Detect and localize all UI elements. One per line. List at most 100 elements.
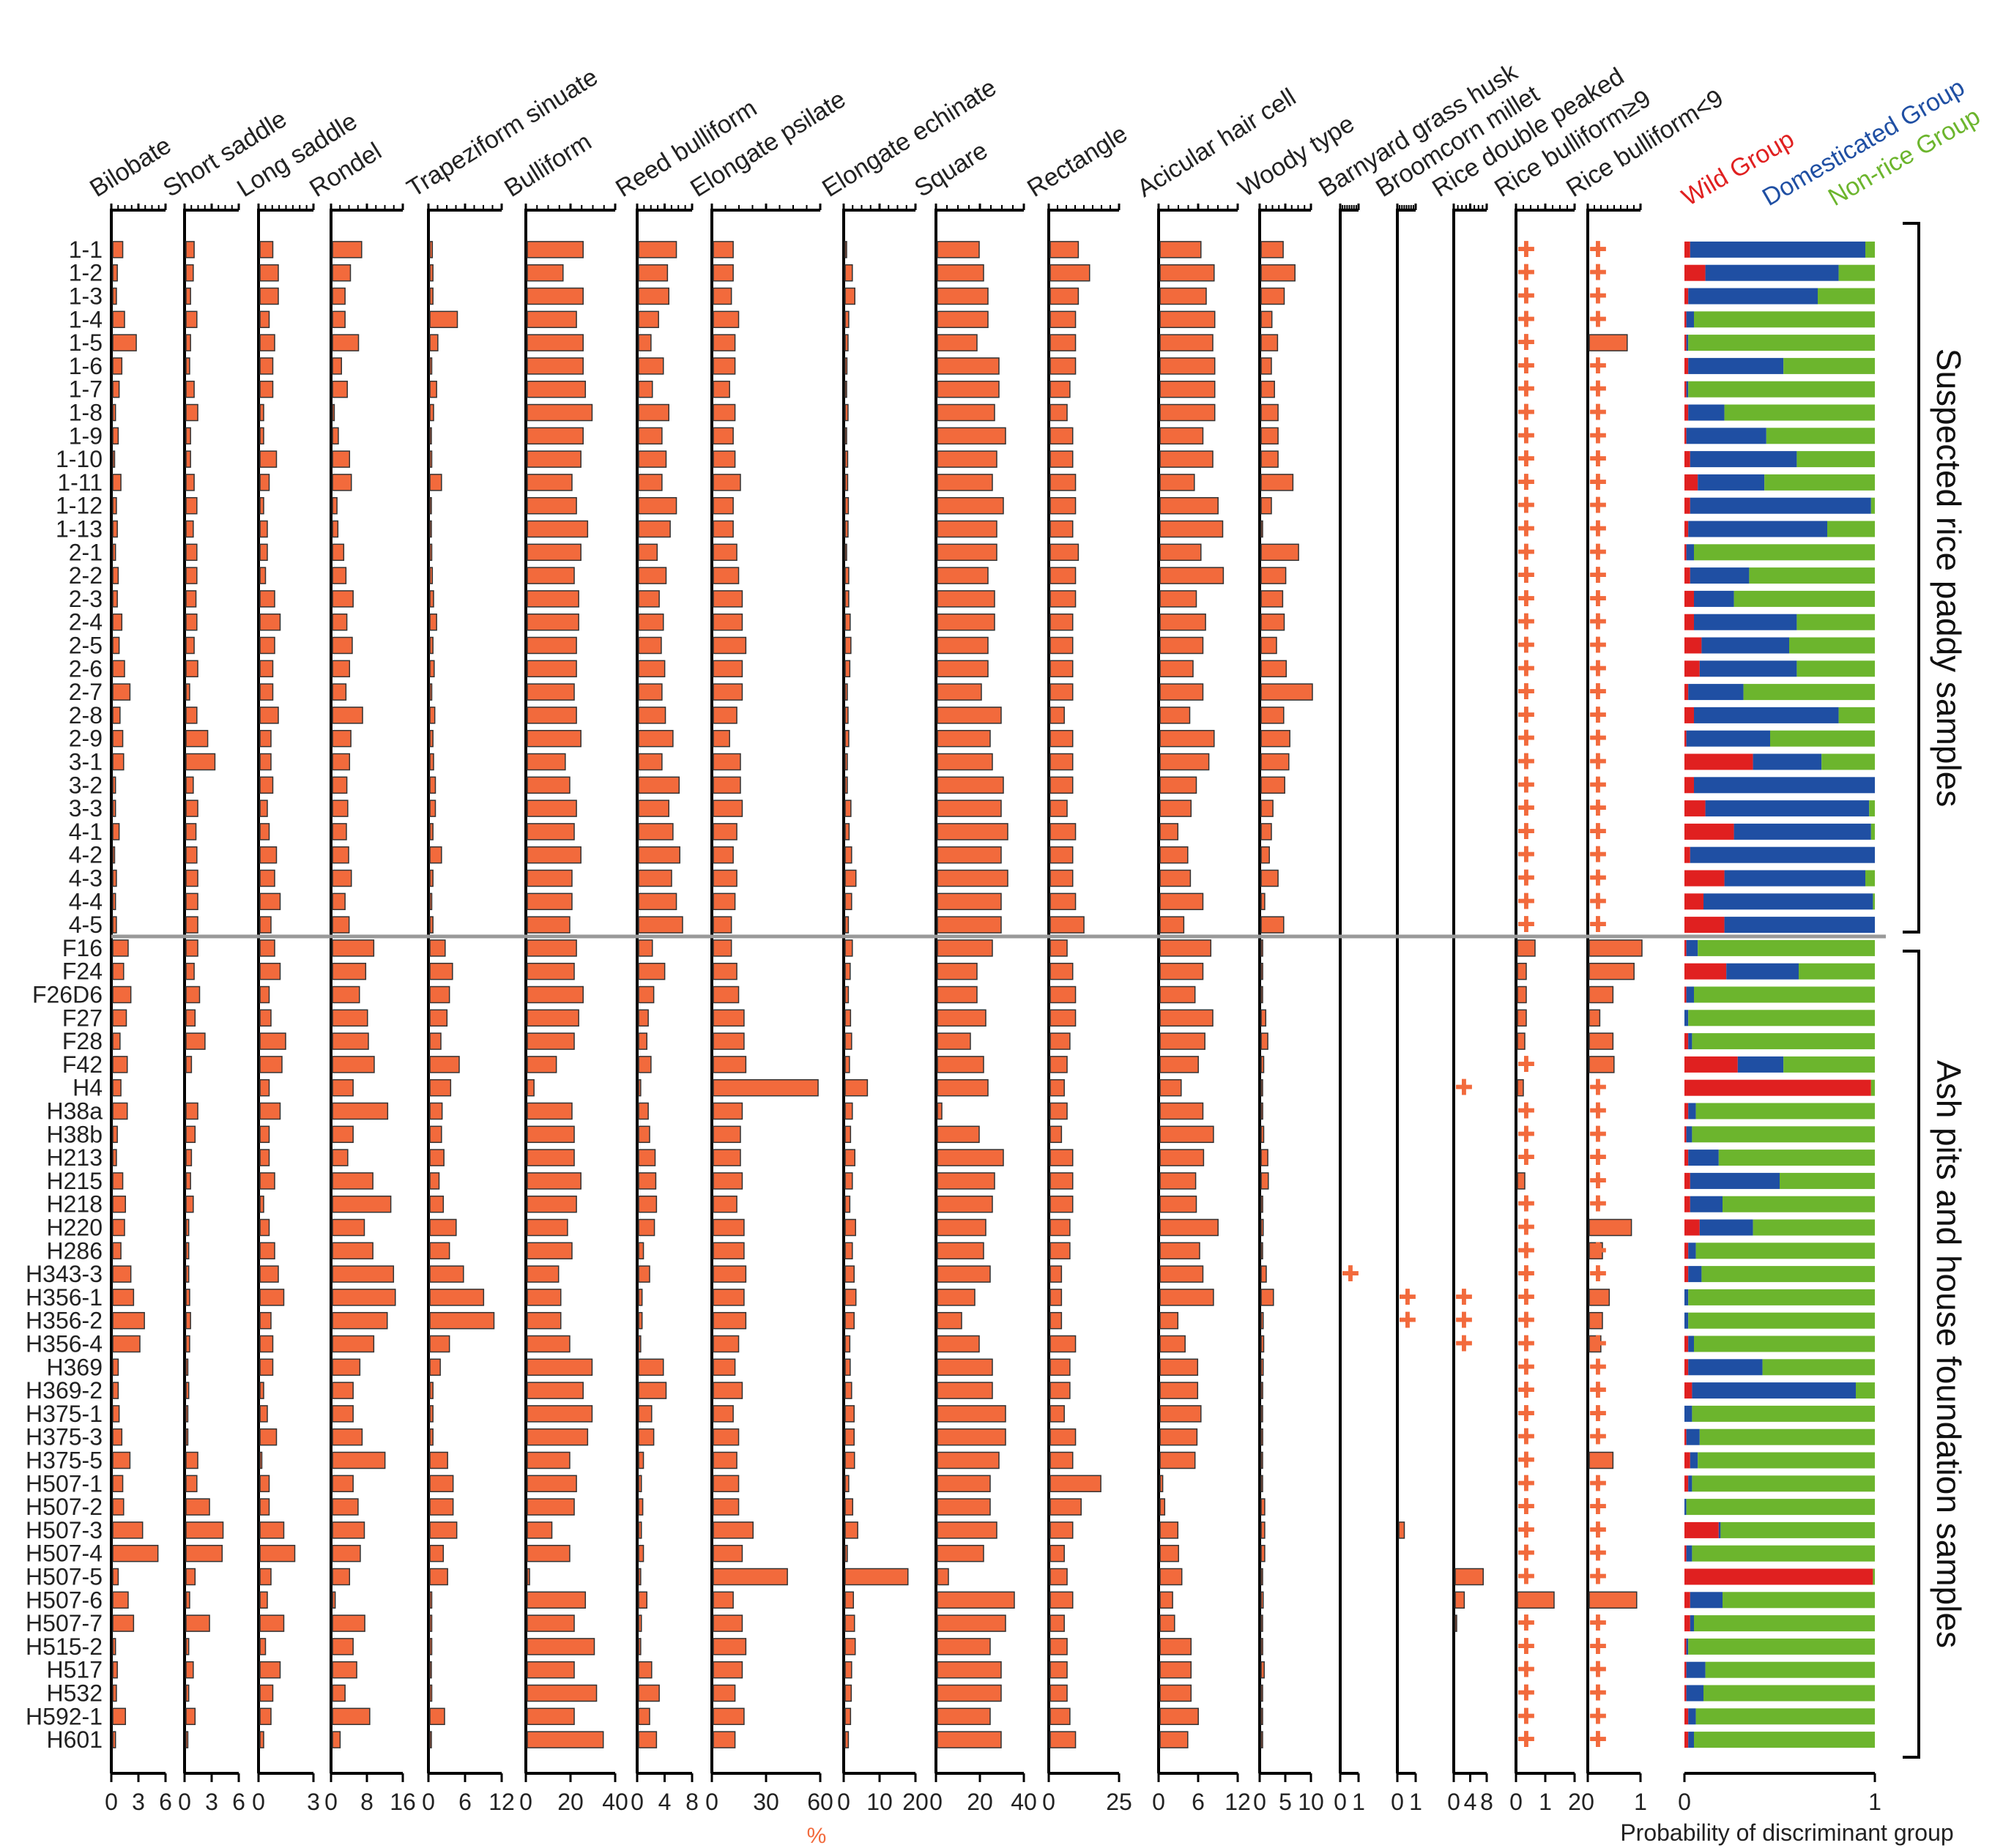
bar-acicular-hair-cell (1159, 403, 1216, 422)
bar-short-saddle (185, 1009, 196, 1027)
prob-segment-non-rice-group (1688, 335, 1875, 351)
panel-rectangle: 0 25 Rectangle (1022, 119, 1132, 1815)
bar-woody-type (1260, 1451, 1263, 1469)
bar-long-saddle (259, 846, 278, 864)
bar-rondel (332, 590, 354, 608)
bar-acicular-hair-cell (1159, 869, 1192, 887)
tick-label: 6 (232, 1789, 245, 1815)
bar-elongate-echinate (844, 1451, 855, 1469)
tick-label: 5 (1279, 1789, 1292, 1815)
bar-woody-type (1260, 427, 1279, 445)
tick-label: 0 (1509, 1789, 1523, 1815)
bar-bilobate (112, 1172, 124, 1190)
bar-bilobate (112, 1358, 119, 1376)
sample-label: 3-1 (69, 749, 103, 775)
prob-segment-non-rice-group (1694, 544, 1875, 561)
bar-bilobate (112, 1498, 125, 1516)
prob-segment-domesticated-group (1688, 1150, 1719, 1166)
bar-elongate-echinate (844, 1102, 853, 1120)
sample-label: 2-8 (69, 702, 103, 729)
prob-segment-non-rice-group (1695, 1242, 1875, 1259)
bar-bulliform (527, 1195, 577, 1213)
bar-bulliform (527, 450, 581, 468)
prob-segment-non-rice-group (1764, 474, 1875, 491)
bar-rice-bulliform-9 (1588, 1218, 1632, 1237)
bar-trapeziform-sinuate (429, 403, 434, 422)
bar-bulliform (527, 334, 584, 351)
prob-segment-domesticated-group (1688, 404, 1725, 421)
presence-marker: ✚ (1588, 867, 1607, 891)
prob-segment-domesticated-group (1686, 381, 1689, 398)
presence-marker: ✚ (1517, 773, 1535, 797)
group-bracket (1903, 950, 1920, 1759)
prob-segment-wild-group (1684, 1452, 1690, 1469)
presence-marker: ✚ (1588, 1704, 1607, 1729)
bar-rondel (332, 986, 360, 1004)
bar-acicular-hair-cell (1159, 427, 1204, 445)
sample-label: F26D6 (32, 982, 103, 1008)
bar-bilobate (112, 1428, 123, 1446)
bar-long-saddle (259, 1707, 272, 1726)
presence-marker: ✚ (1517, 447, 1535, 472)
bar-trapeziform-sinuate (429, 1078, 452, 1097)
bar-bulliform (527, 707, 577, 724)
bar-reed-bulliform (638, 1311, 643, 1330)
bar-acicular-hair-cell (1159, 1521, 1179, 1539)
bar-bulliform (527, 636, 577, 655)
sample-label: 1-2 (69, 260, 103, 286)
bar-elongate-echinate (844, 1498, 854, 1516)
bar-rondel (332, 543, 345, 562)
sample-label: 1-3 (69, 283, 103, 310)
sample-label: 4-2 (69, 842, 103, 868)
bar-elongate-psilate (713, 916, 732, 934)
bar-long-saddle (259, 403, 264, 422)
bar-long-saddle (259, 1521, 285, 1539)
bar-rectangle (1049, 939, 1068, 957)
bar-trapeziform-sinuate (429, 1172, 440, 1190)
group-brackets: Suspected rice paddy samples Ash pits and… (1903, 222, 1968, 1759)
sample-label: H369 (47, 1354, 103, 1380)
sample-label: 1-8 (69, 400, 103, 426)
bar-woody-type (1260, 1032, 1268, 1050)
prob-segment-non-rice-group (1796, 451, 1875, 468)
bar-reed-bulliform (638, 753, 663, 771)
bar-bulliform (527, 846, 581, 864)
prob-segment-domesticated-group (1686, 428, 1766, 444)
bar-acicular-hair-cell (1159, 613, 1206, 631)
bar-long-saddle (259, 427, 264, 445)
bar-woody-type (1260, 334, 1279, 351)
prob-segment-non-rice-group (1870, 1079, 1875, 1096)
sample-label: 4-3 (69, 865, 103, 892)
bar-trapeziform-sinuate (429, 1056, 460, 1073)
prob-segment-domesticated-group (1684, 1405, 1692, 1422)
bar-acicular-hair-cell (1159, 1544, 1179, 1562)
bar-rectangle (1049, 1638, 1068, 1655)
bar-rondel (332, 1056, 375, 1073)
bar-square (937, 1707, 991, 1726)
tick-label: 0 (1447, 1789, 1460, 1815)
bar-trapeziform-sinuate (429, 1521, 458, 1539)
prob-segment-domesticated-group (1688, 1335, 1694, 1352)
presence-marker: ✚ (1517, 378, 1535, 402)
bar-square (937, 1289, 976, 1306)
bar-reed-bulliform (638, 1405, 653, 1423)
bar-acicular-hair-cell (1159, 287, 1207, 305)
presence-marker: ✚ (1517, 1728, 1535, 1752)
presence-marker: ✚ (1588, 634, 1607, 658)
presence-marker: ✚ (1517, 308, 1535, 332)
prob-segment-domesticated-group (1718, 1521, 1721, 1538)
bar-long-saddle (259, 776, 274, 794)
tick-label: 0 (1678, 1789, 1691, 1815)
bar-rectangle (1049, 1358, 1071, 1376)
bar-short-saddle (185, 427, 191, 445)
bar-woody-type (1260, 1428, 1263, 1446)
sample-label: 2-1 (69, 539, 103, 565)
presence-marker: ✚ (1588, 564, 1607, 588)
sample-label: 2-5 (69, 633, 103, 659)
bar-trapeziform-sinuate (429, 1358, 441, 1376)
bar-elongate-psilate (713, 1311, 747, 1330)
presence-marker: ✚ (1588, 1472, 1607, 1496)
bar-long-saddle (259, 1289, 285, 1306)
